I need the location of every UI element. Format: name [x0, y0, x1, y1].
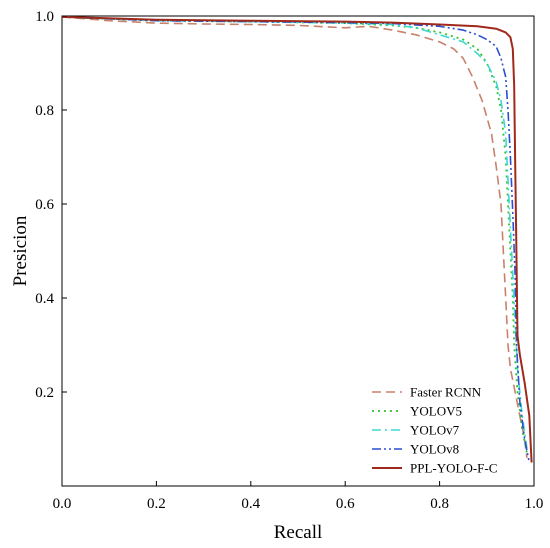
legend-label: YOLOv8	[410, 442, 459, 457]
y-tick-label: 0.4	[35, 291, 54, 307]
x-axis-title: Recall	[274, 522, 323, 543]
x-tick-label: 0.2	[147, 496, 166, 512]
y-tick-label: 0.2	[35, 385, 54, 401]
y-axis-title: Presicion	[10, 215, 31, 286]
legend-label: PPL-YOLO-F-C	[410, 461, 497, 476]
y-tick-label: 0.8	[35, 103, 54, 119]
x-tick-label: 1.0	[525, 496, 544, 512]
series-line-4	[61, 15, 533, 463]
x-tick-label: 0.4	[241, 496, 260, 512]
y-tick-label: 0.6	[35, 197, 54, 213]
y-axis: 0.2 0.4 0.6 0.8 1.0	[35, 9, 67, 401]
series-line-0	[61, 16, 528, 458]
x-tick-label: 0.0	[53, 496, 72, 512]
x-tick-label: 0.6	[336, 496, 355, 512]
plot-border	[61, 15, 535, 487]
series-lines	[61, 15, 533, 463]
y-tick-label: 1.0	[35, 9, 54, 25]
legend: Faster RCNN YOLOV5 YOLOv7 YOLOv8 PPL-YOLO-F-…	[372, 385, 497, 476]
legend-label: YOLOV5	[410, 404, 462, 419]
x-tick-label: 0.8	[430, 496, 449, 512]
x-axis: 0.0 0.2 0.4 0.6 0.8 1.0	[53, 481, 544, 512]
legend-label: YOLOv7	[410, 423, 460, 438]
legend-label: Faster RCNN	[410, 385, 482, 400]
plot-area	[61, 15, 535, 487]
